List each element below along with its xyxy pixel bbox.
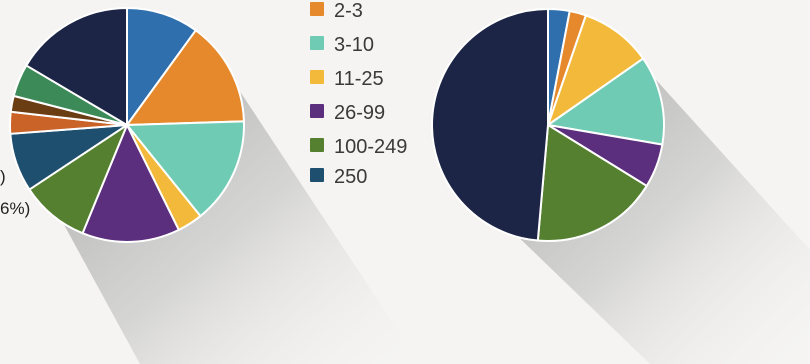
pie-chart-1	[9, 6, 245, 243]
legend-swatch	[310, 70, 324, 84]
pie-slice	[126, 6, 198, 129]
legend-label: 26-99	[334, 102, 385, 124]
legend-label: 2-3	[334, 0, 363, 22]
pie-slice	[431, 7, 549, 242]
legend-item: 26-99	[310, 102, 385, 124]
cut-annotation-1: )	[0, 167, 6, 186]
legend-label: 11-25	[334, 68, 384, 90]
legend-swatch	[310, 2, 324, 16]
pie-slice	[124, 120, 245, 218]
legend-swatch	[310, 138, 324, 152]
cut-annotation-2: 6%)	[0, 199, 30, 218]
legend-label: 100-249	[334, 136, 407, 158]
pie-slice	[536, 123, 649, 242]
legend-item: 2-3	[310, 0, 363, 22]
legend-item: 100-249	[310, 136, 407, 158]
pie-chart-2	[431, 7, 665, 242]
pie-slice	[545, 57, 665, 146]
legend-swatch	[310, 104, 324, 118]
pie-slice	[81, 122, 181, 243]
legend: 2-3 3-10 11-25 26-99 100-249 250	[310, 0, 407, 188]
legend-label: 250	[334, 166, 367, 188]
legend-swatch	[310, 36, 324, 50]
legend-swatch	[310, 168, 324, 182]
legend-item: 250	[310, 166, 367, 188]
legend-item: 3-10	[310, 34, 374, 56]
pie-slice	[546, 14, 645, 128]
pie-slice	[124, 28, 245, 127]
legend-item: 11-25	[310, 68, 384, 90]
pie-slice	[24, 6, 128, 127]
legend-label: 3-10	[334, 34, 374, 56]
